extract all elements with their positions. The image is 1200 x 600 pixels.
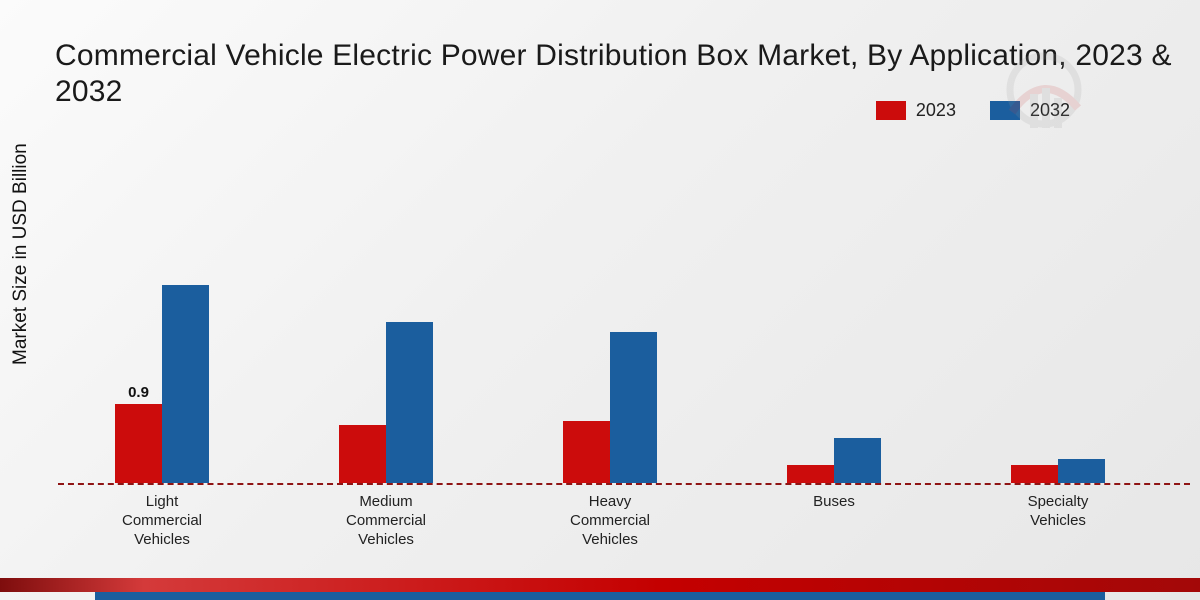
legend-label-2032: 2032 xyxy=(1030,100,1070,121)
bar-wrap xyxy=(386,322,433,483)
legend-label-2023: 2023 xyxy=(915,100,956,120)
bar-wrap xyxy=(610,332,657,483)
bar-wrap xyxy=(834,438,881,483)
y-axis-label: Market Size in USD Billion xyxy=(10,143,31,365)
bar-wrap: 0.9 xyxy=(115,384,162,483)
category-label: Medium Commercial Vehicles xyxy=(345,493,426,548)
legend-swatch-2032 xyxy=(989,101,1020,120)
bar-2032 xyxy=(386,322,433,483)
footer-blue-band xyxy=(95,592,1105,600)
bar-group: Medium Commercial Vehicles xyxy=(274,263,498,548)
chart-title: Commercial Vehicle Electric Power Distri… xyxy=(55,39,1172,108)
bar-wrap xyxy=(563,421,610,483)
bar-2023 xyxy=(563,421,610,483)
bar-wrap xyxy=(1011,465,1058,483)
bar-wrap xyxy=(162,285,209,483)
bar-2032 xyxy=(610,332,657,483)
bar-pair xyxy=(563,332,657,483)
legend-item-2023: 2023 xyxy=(875,100,956,121)
bar-2023 xyxy=(1011,465,1058,483)
footer-red-band xyxy=(0,578,1200,592)
bar-pair: 0.9 xyxy=(115,285,209,483)
bar-wrap xyxy=(1058,459,1105,483)
bar-2023 xyxy=(115,404,162,483)
category-label: Heavy Commercial Vehicles xyxy=(569,493,650,548)
bar-value-label: 0.9 xyxy=(128,384,149,401)
bar-group: Heavy Commercial Vehicles xyxy=(498,263,722,548)
bar-group: Buses xyxy=(722,263,946,510)
bar-2032 xyxy=(162,285,209,483)
bar-pair xyxy=(787,438,881,483)
bar-group: Specialty Vehicles xyxy=(946,263,1170,529)
bar-2023 xyxy=(787,465,834,483)
x-axis-baseline xyxy=(58,483,1190,485)
bar-2032 xyxy=(1058,459,1105,483)
category-label: Light Commercial Vehicles xyxy=(121,493,202,548)
bar-2023 xyxy=(339,425,386,483)
bar-wrap xyxy=(339,425,386,483)
bar-pair xyxy=(1011,459,1105,483)
legend-swatch-2023 xyxy=(875,101,906,120)
watermark-logo xyxy=(1006,52,1082,128)
legend: 2023 2032 xyxy=(875,100,1070,121)
bar-wrap xyxy=(787,465,834,483)
bar-group: 0.9 Light Commercial Vehicles xyxy=(50,263,274,548)
category-label: Specialty Vehicles xyxy=(1027,493,1089,529)
bar-2032 xyxy=(834,438,881,483)
category-label: Buses xyxy=(813,493,855,510)
bar-pair xyxy=(339,322,433,483)
plot-area: 0.9 Light Commercial Vehicles Medium Comme… xyxy=(50,263,1170,548)
legend-item-2032: 2032 xyxy=(989,100,1070,121)
